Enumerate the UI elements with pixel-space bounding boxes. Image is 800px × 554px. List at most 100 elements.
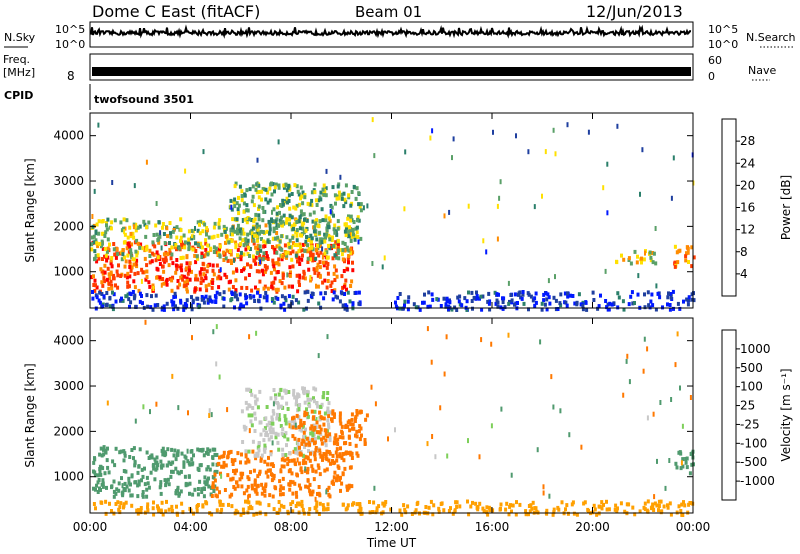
heatmap-cell [231, 458, 235, 463]
heatmap-cell [289, 423, 293, 428]
heatmap-cell [318, 410, 322, 415]
heatmap-cell [440, 501, 444, 506]
heatmap-cell [350, 456, 354, 460]
heatmap-cell [106, 246, 110, 251]
heatmap-cell [605, 507, 609, 512]
heatmap-cell [231, 270, 235, 275]
heatmap-cell [359, 208, 363, 213]
heatmap-cell [274, 219, 278, 224]
heatmap-speckle [616, 123, 619, 129]
heatmap-cell [481, 294, 485, 299]
heatmap-cell [240, 194, 244, 198]
heatmap-cell [292, 205, 296, 210]
heatmap-cell [297, 249, 301, 254]
heatmap-cell [472, 295, 476, 300]
heatmap-cell [181, 277, 185, 282]
heatmap-cell [301, 242, 305, 247]
heatmap-speckle [271, 440, 274, 446]
heatmap-cell [135, 238, 139, 243]
heatmap-cell [110, 509, 113, 513]
heatmap-cell [350, 417, 354, 422]
heatmap-cell [161, 225, 164, 230]
heatmap-speckle [325, 489, 328, 495]
heatmap-speckle [554, 151, 557, 157]
heatmap-cell [167, 482, 171, 487]
heatmap-cell [258, 389, 262, 394]
heatmap-cell [265, 294, 269, 299]
heatmap-cell [170, 245, 174, 250]
heatmap-cell [690, 292, 694, 297]
heatmap-cell [224, 256, 228, 261]
heatmap-cell [344, 233, 348, 238]
heatmap-speckle [625, 358, 628, 364]
heatmap-cell [174, 491, 178, 495]
heatmap-cell [198, 287, 202, 292]
heatmap-cell [258, 244, 262, 249]
heatmap-cell [352, 184, 356, 189]
heatmap-cell [332, 271, 336, 276]
heatmap-cell [291, 284, 294, 289]
heatmap-cell [181, 510, 185, 515]
heatmap-cell [269, 452, 273, 457]
heatmap-cell [298, 242, 302, 247]
heatmap-speckle [542, 490, 545, 496]
heatmap-cell [332, 227, 336, 232]
heatmap-cell [246, 484, 250, 489]
heatmap-speckle [434, 454, 437, 460]
heatmap-cell [292, 392, 296, 397]
heatmap-cell [225, 275, 229, 280]
heatmap-cell [311, 435, 315, 440]
heatmap-cell [342, 204, 346, 209]
heatmap-cell [263, 264, 267, 268]
heatmap-cell [276, 287, 280, 292]
heatmap-cell [326, 262, 330, 266]
heatmap-cell [211, 481, 215, 486]
heatmap-cell [204, 276, 208, 281]
heatmap-speckle [644, 250, 646, 256]
heatmap-cell [193, 487, 197, 492]
heatmap-cell [249, 419, 253, 424]
heatmap-cell [175, 267, 179, 272]
heatmap-cell [295, 220, 299, 224]
heatmap-speckle [641, 147, 644, 153]
heatmap-cell [305, 470, 309, 475]
heatmap-cell [364, 417, 368, 422]
heatmap-speckle [626, 353, 629, 359]
heatmap-cell [466, 499, 469, 504]
heatmap-cell [187, 474, 191, 479]
heatmap-cell [318, 244, 322, 248]
heatmap-cell [224, 240, 227, 245]
heatmap-cell [272, 388, 276, 392]
heatmap-cell [524, 509, 528, 514]
heatmap-cell [230, 239, 234, 243]
heatmap-cell [253, 394, 257, 399]
heatmap-cell [159, 480, 163, 485]
heatmap-cell [239, 257, 243, 262]
heatmap-cell [246, 232, 250, 237]
heatmap-cell [94, 238, 98, 243]
heatmap-cell [666, 302, 669, 307]
heatmap-cell [95, 222, 99, 227]
heatmap-speckle [321, 246, 324, 252]
heatmap-cell [306, 201, 310, 206]
heatmap-cell [197, 305, 201, 310]
heatmap-cell [127, 297, 131, 302]
heatmap-cell [255, 231, 259, 236]
heatmap-cell [355, 225, 359, 230]
heatmap-cell [315, 266, 319, 270]
heatmap-cell [261, 268, 264, 273]
heatmap-cell [491, 508, 495, 513]
heatmap-cell [147, 485, 151, 490]
heatmap-cell [260, 237, 263, 241]
heatmap-cell [527, 512, 530, 517]
heatmap-cell [269, 450, 273, 455]
heatmap-speckle [646, 415, 649, 421]
heatmap-cell [267, 455, 270, 460]
heatmap-cell [622, 307, 626, 312]
beam-label: Beam 01 [355, 3, 422, 21]
heatmap-cell [290, 300, 294, 305]
heatmap-cell [182, 274, 186, 279]
heatmap-cell [581, 307, 585, 312]
heatmap-cell [345, 506, 349, 511]
heatmap-cell [124, 294, 128, 299]
